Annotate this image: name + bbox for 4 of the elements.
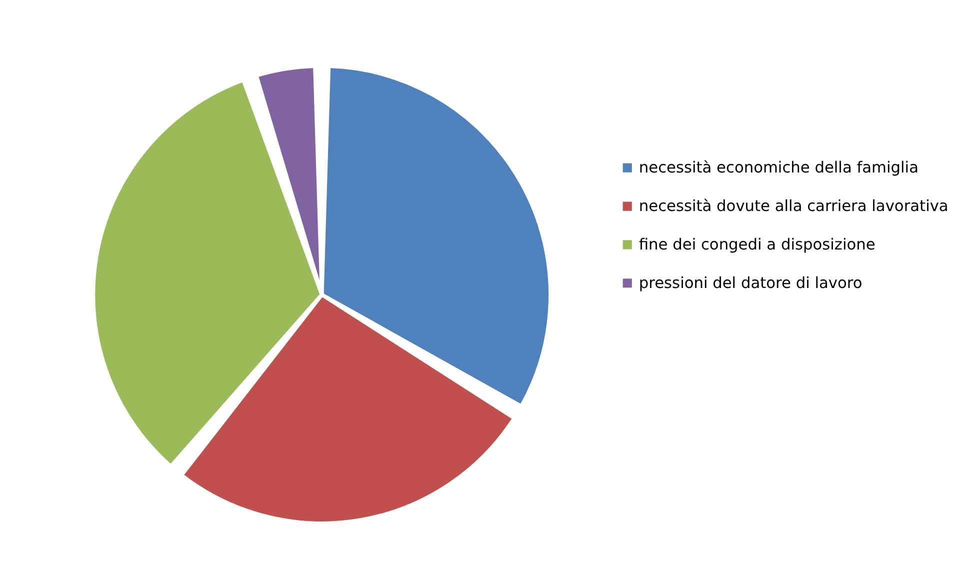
legend-label: pressioni del datore di lavoro [638, 274, 862, 292]
legend-label: necessità dovute alla carriera lavorativa [638, 197, 948, 216]
legend-label: fine dei congedi a disposizione [638, 236, 876, 254]
legend-label: necessità economiche della famiglia [638, 158, 918, 177]
